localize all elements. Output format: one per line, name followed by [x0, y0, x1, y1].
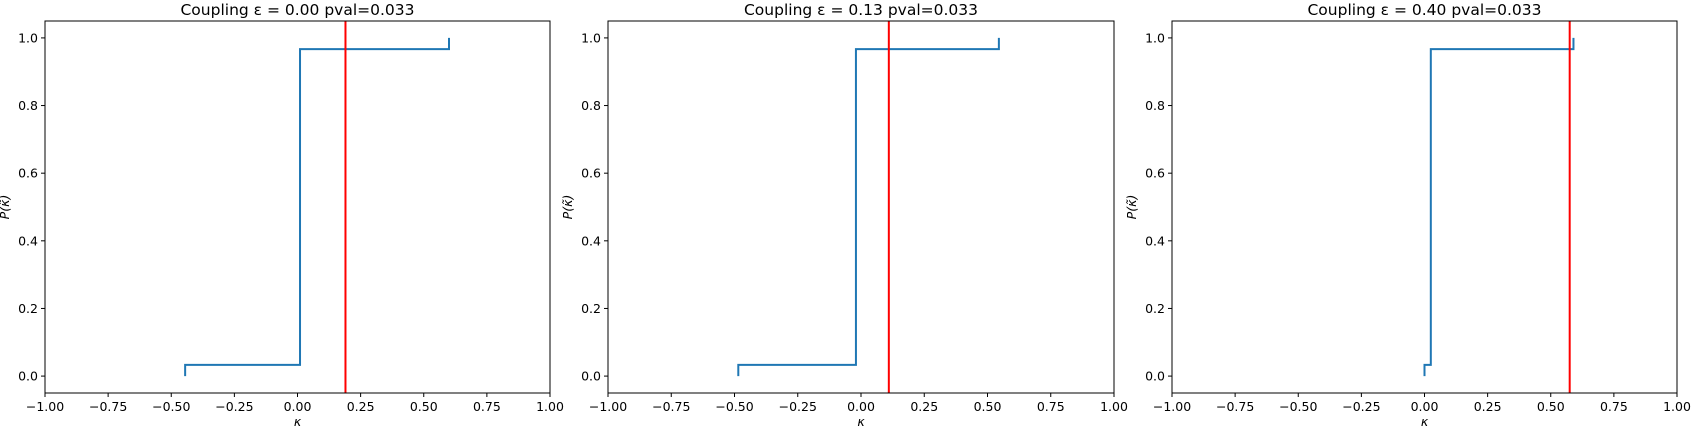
- axes-frame: [1171, 20, 1678, 394]
- y-tick-label: 0.2: [581, 301, 601, 316]
- axes-frame: [607, 20, 1115, 394]
- y-tick-label: 0.4: [1145, 233, 1165, 248]
- y-axis-label: P(κ̃): [560, 195, 575, 220]
- axes-frame: [44, 20, 551, 394]
- y-axis-label: P(κ̃): [1124, 195, 1139, 220]
- y-tick-label: 0.4: [581, 233, 601, 248]
- x-tick-label: 0.25: [910, 399, 938, 414]
- y-tick-label: 0.8: [1145, 98, 1165, 113]
- x-tick-label: −0.75: [1216, 399, 1254, 414]
- x-axis-label: κ: [1421, 414, 1429, 429]
- subplot-title: Coupling ε = 0.13 pval=0.033: [744, 1, 978, 19]
- y-tick-label: 0.0: [1145, 369, 1165, 384]
- subplot-3: −1.00 −0.75 −0.50 −0.25 0.00 0.25 0.50 0.75 1.00…: [1124, 1, 1691, 429]
- x-tick-label: 1.00: [1100, 399, 1128, 414]
- x-tick-label: −0.75: [89, 399, 127, 414]
- x-tick-label: 0.00: [284, 399, 312, 414]
- x-axis-label: κ: [294, 414, 302, 429]
- ecdf-series-line: [184, 37, 450, 377]
- x-tick-label: −1.00: [1153, 399, 1191, 414]
- y-tick-label: 0.2: [1145, 301, 1165, 316]
- y-tick-label: 1.0: [581, 30, 601, 45]
- x-tick-label: −0.25: [215, 399, 253, 414]
- x-tick-label: −1.00: [589, 399, 627, 414]
- x-tick-label: 0.50: [410, 399, 438, 414]
- x-tick-label: 0.00: [847, 399, 875, 414]
- x-tick-label: −0.50: [152, 399, 190, 414]
- x-tick-label: 1.00: [1663, 399, 1691, 414]
- y-tick-label: 0.8: [18, 98, 38, 113]
- x-tick-label: −0.25: [1342, 399, 1380, 414]
- x-tick-label: 0.50: [1537, 399, 1565, 414]
- x-tick-label: −1.00: [26, 399, 64, 414]
- y-tick-label: 0.6: [581, 166, 601, 181]
- ecdf-series-line: [737, 37, 1000, 377]
- subplot-title: Coupling ε = 0.00 pval=0.033: [180, 1, 414, 19]
- x-tick-label: 0.25: [347, 399, 375, 414]
- subplot-1: −1.00 −0.75 −0.50 −0.25 0.00 0.25 0.50 0.75 1.00…: [0, 1, 564, 429]
- subplot-2: −1.00 −0.75 −0.50 −0.25 0.00 0.25 0.50 0.75 1.00…: [560, 1, 1128, 429]
- x-tick-label: 0.25: [1474, 399, 1502, 414]
- x-tick-label: −0.25: [779, 399, 817, 414]
- x-tick-label: −0.50: [1279, 399, 1317, 414]
- subplot-title: Coupling ε = 0.40 pval=0.033: [1307, 1, 1541, 19]
- x-tick-label: 1.00: [536, 399, 564, 414]
- y-tick-label: 0.0: [581, 369, 601, 384]
- y-tick-label: 0.8: [581, 98, 601, 113]
- x-tick-label: 0.00: [1411, 399, 1439, 414]
- y-axis-label: P(κ̃): [0, 195, 12, 220]
- x-tick-label: −0.75: [652, 399, 690, 414]
- y-tick-label: 1.0: [18, 30, 38, 45]
- x-tick-label: 0.75: [1037, 399, 1065, 414]
- y-tick-label: 1.0: [1145, 30, 1165, 45]
- y-tick-label: 0.0: [18, 369, 38, 384]
- x-tick-label: −0.50: [715, 399, 753, 414]
- y-tick-label: 0.4: [18, 233, 38, 248]
- y-tick-label: 0.6: [18, 166, 38, 181]
- y-tick-label: 0.2: [18, 301, 38, 316]
- x-tick-label: 0.75: [1600, 399, 1628, 414]
- x-tick-label: 0.50: [974, 399, 1002, 414]
- x-axis-label: κ: [857, 414, 865, 429]
- ecdf-series-line: [1423, 37, 1575, 377]
- y-tick-label: 0.6: [1145, 166, 1165, 181]
- x-tick-label: 0.75: [473, 399, 501, 414]
